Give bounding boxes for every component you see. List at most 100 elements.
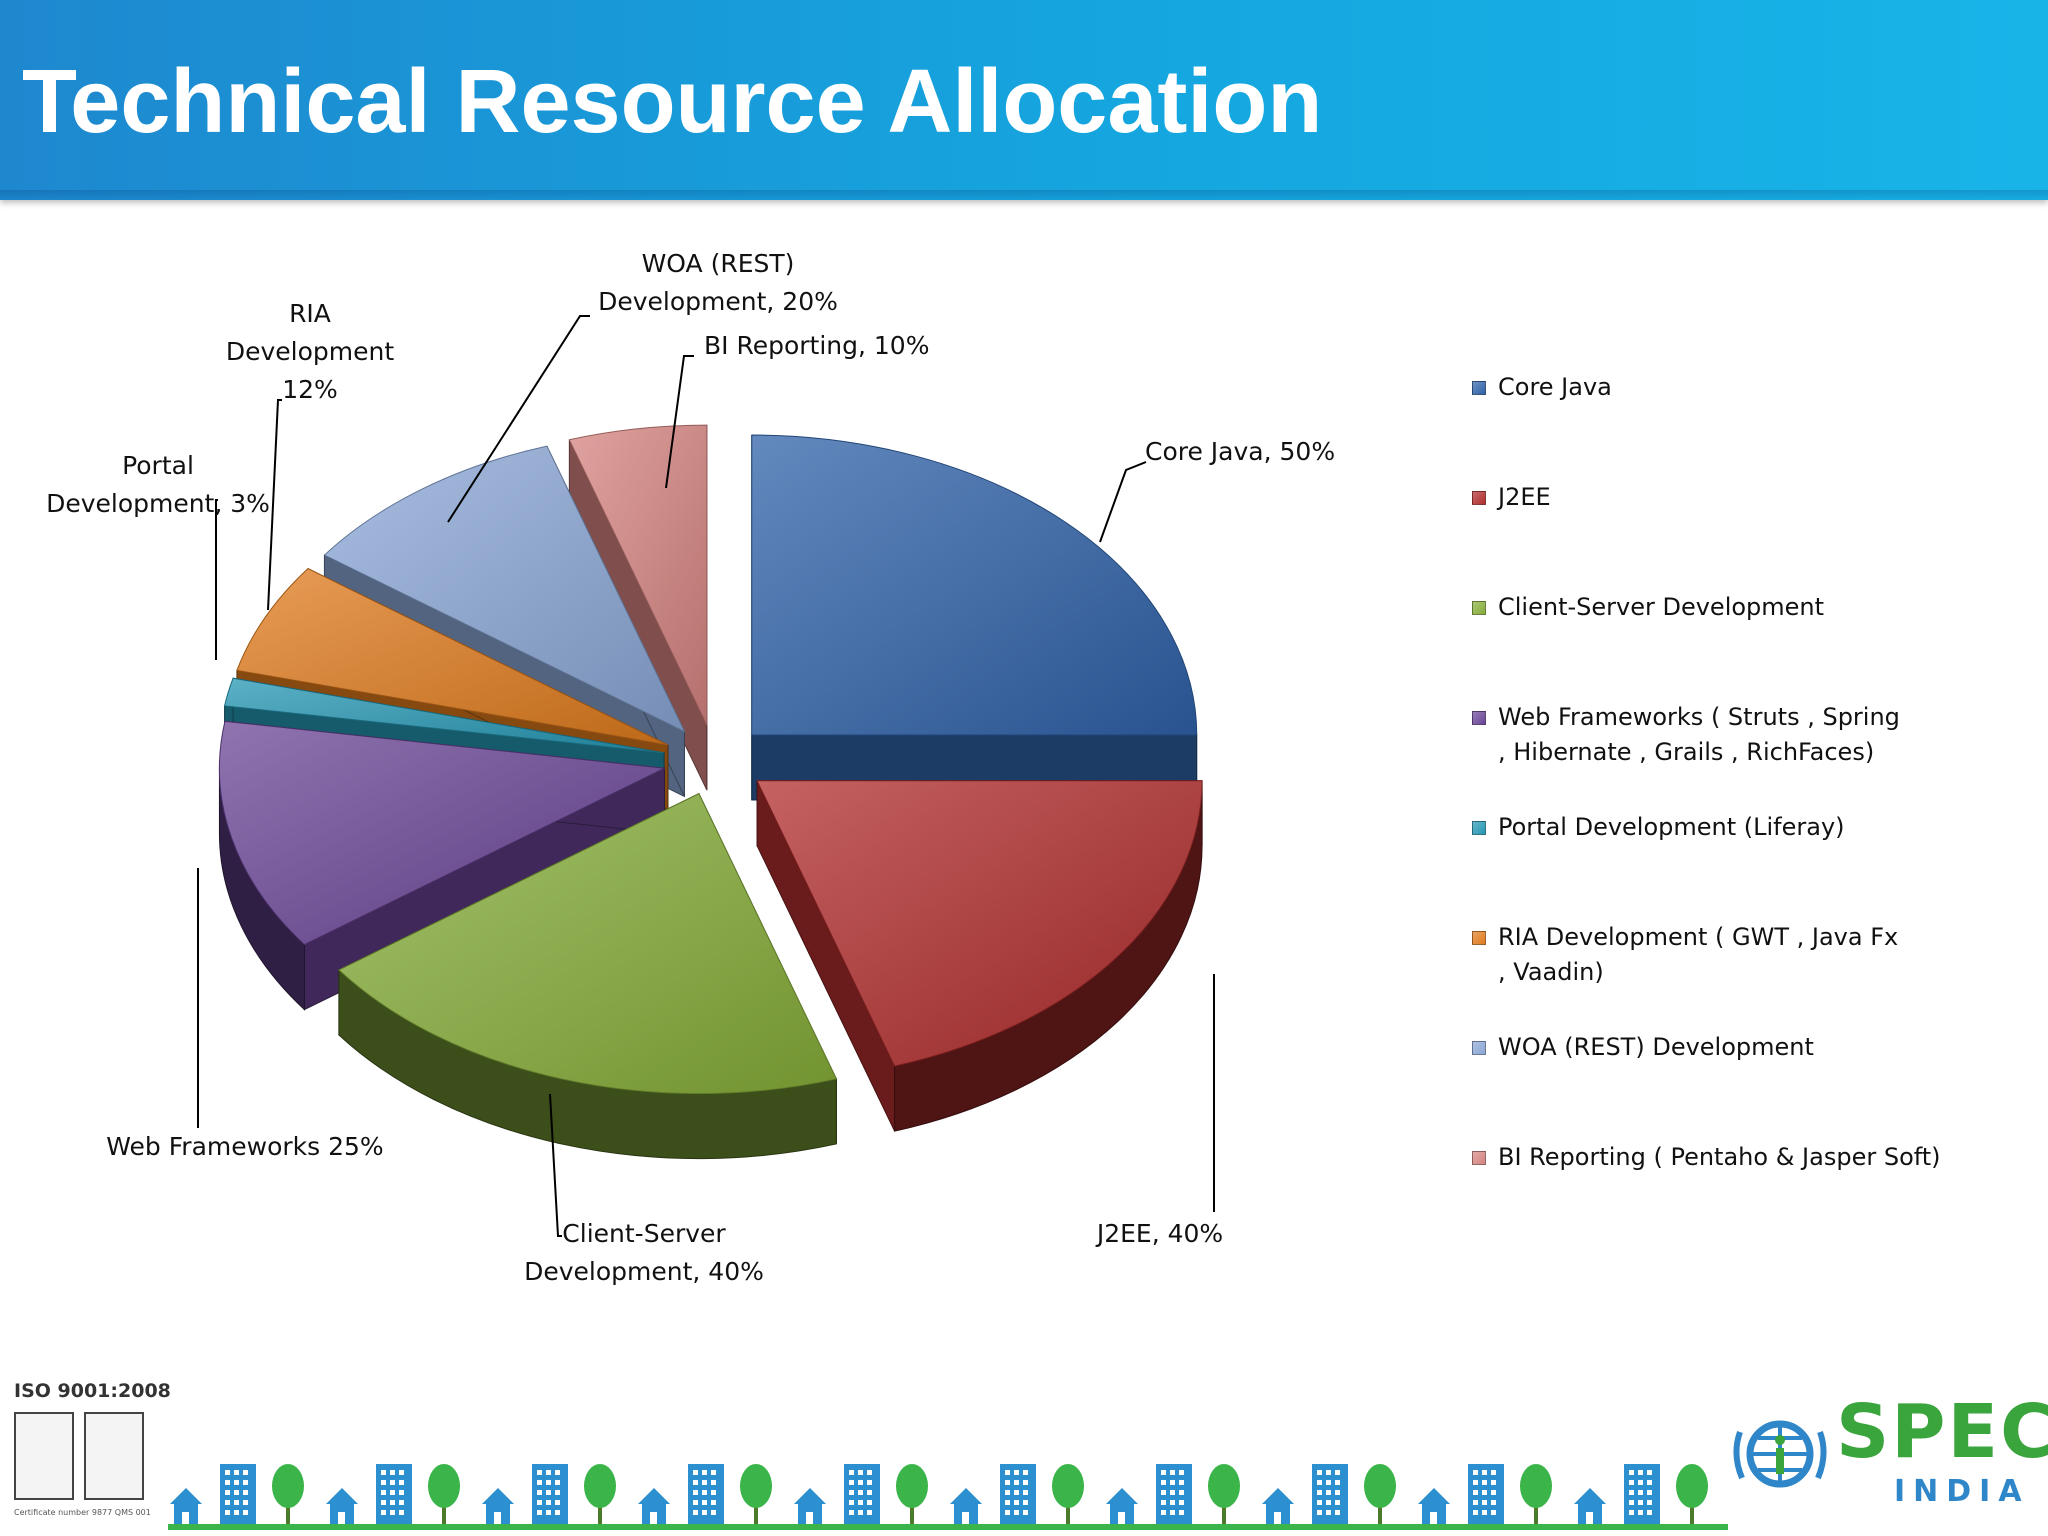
building-window — [1170, 1470, 1175, 1475]
tree-icon — [428, 1464, 460, 1508]
building-window — [1629, 1510, 1634, 1515]
spec-india-logo: SPEC INDIA — [1728, 1382, 2048, 1532]
building-window — [711, 1470, 716, 1475]
pie-slice-top — [338, 792, 838, 1095]
data-label: WOA (REST) Development, 20% — [598, 249, 838, 316]
data-label: Portal Development, 3% — [46, 451, 270, 518]
data-label: BI Reporting, 10% — [704, 331, 929, 360]
legend-label-line: BI Reporting ( Pentaho & Jasper Soft) — [1498, 1143, 1941, 1171]
building-window — [849, 1480, 854, 1485]
tree-trunk — [910, 1500, 914, 1524]
leader-line — [549, 1093, 562, 1237]
tree-icon — [1676, 1464, 1708, 1508]
certificate-number: Certificate number 9877 QMS 001 — [14, 1508, 151, 1517]
legend-label-line: Client-Server Development — [1498, 593, 1825, 621]
building-window — [1482, 1480, 1487, 1485]
building-window — [537, 1510, 542, 1515]
data-label-line: Portal — [122, 451, 194, 480]
legend-label: Core Java — [1498, 370, 2018, 405]
house-roof — [950, 1488, 982, 1504]
building-window — [1014, 1480, 1019, 1485]
tree-trunk — [1066, 1500, 1070, 1524]
tree-icon — [740, 1464, 772, 1508]
building-window — [711, 1490, 716, 1495]
building-window — [1179, 1510, 1184, 1515]
building-window — [1629, 1470, 1634, 1475]
legend-swatch — [1472, 381, 1486, 395]
building-window — [702, 1470, 707, 1475]
city-skyline-illustration — [168, 1464, 1728, 1530]
legend-swatch — [1472, 491, 1486, 505]
data-label: RIA Development 12% — [226, 299, 394, 404]
building-window — [858, 1490, 863, 1495]
building-window — [537, 1480, 542, 1485]
pie-slice — [568, 424, 708, 791]
building-window — [867, 1490, 872, 1495]
pie-slice — [338, 792, 838, 1160]
building-window — [1179, 1490, 1184, 1495]
iso-certification: ISO 9001:2008 Certificate number 9877 QM… — [12, 1380, 171, 1530]
building-window — [1335, 1500, 1340, 1505]
building-window — [225, 1510, 230, 1515]
tree-icon — [584, 1464, 616, 1508]
building-window — [1005, 1510, 1010, 1515]
tree-icon — [1208, 1464, 1240, 1508]
title-banner: Technical Resource Allocation — [0, 0, 2048, 200]
building-window — [1317, 1480, 1322, 1485]
legend-swatch — [1472, 711, 1486, 725]
building-window — [1179, 1480, 1184, 1485]
house-door — [806, 1512, 813, 1524]
legend-label-line: RIA Development ( GWT , Java Fx — [1498, 923, 1899, 951]
house-door — [650, 1512, 657, 1524]
building-window — [546, 1510, 551, 1515]
house-door — [338, 1512, 345, 1524]
building-window — [1170, 1480, 1175, 1485]
building-window — [399, 1470, 404, 1475]
data-label-line: Core Java, 50% — [1145, 437, 1335, 466]
data-label-line: J2EE, 40% — [1095, 1219, 1223, 1248]
legend-label: Client-Server Development — [1498, 590, 2018, 625]
building-window — [1335, 1470, 1340, 1475]
building-window — [546, 1490, 551, 1495]
building-window — [1317, 1500, 1322, 1505]
building-window — [1023, 1490, 1028, 1495]
legend-label-line: J2EE — [1498, 483, 1551, 511]
tree-icon — [896, 1464, 928, 1508]
resource-pie-chart: Core Java, 50% J2EE, 40% Client-Server Deve… — [46, 249, 1335, 1286]
building-window — [702, 1480, 707, 1485]
building-window — [390, 1470, 395, 1475]
building-window — [1629, 1500, 1634, 1505]
building-window — [1491, 1510, 1496, 1515]
ukas-badge-icon — [84, 1412, 144, 1500]
building-window — [234, 1500, 239, 1505]
building-window — [537, 1470, 542, 1475]
building-window — [243, 1480, 248, 1485]
building-window — [1014, 1510, 1019, 1515]
legend-swatch — [1472, 1151, 1486, 1165]
data-label-line: Development, 20% — [598, 287, 838, 316]
building-window — [546, 1470, 551, 1475]
building-window — [1638, 1480, 1643, 1485]
building-window — [1161, 1470, 1166, 1475]
building-window — [711, 1480, 716, 1485]
pie-slice — [751, 434, 1198, 801]
page-title: Technical Resource Allocation — [22, 52, 1323, 152]
data-label-line: 12% — [282, 375, 338, 404]
brand-name: SPEC — [1836, 1389, 2048, 1475]
building-window — [1170, 1500, 1175, 1505]
building-window — [849, 1500, 854, 1505]
building-window — [225, 1480, 230, 1485]
building-window — [1491, 1480, 1496, 1485]
building-window — [1473, 1510, 1478, 1515]
building-window — [381, 1480, 386, 1485]
building-window — [1317, 1490, 1322, 1495]
house-door — [182, 1512, 189, 1524]
tree-trunk — [1690, 1500, 1694, 1524]
house-door — [1586, 1512, 1593, 1524]
building-window — [1023, 1500, 1028, 1505]
tree-icon — [1052, 1464, 1084, 1508]
tree-icon — [1520, 1464, 1552, 1508]
building-window — [858, 1510, 863, 1515]
data-label-line: Development — [226, 337, 394, 366]
building-window — [234, 1490, 239, 1495]
